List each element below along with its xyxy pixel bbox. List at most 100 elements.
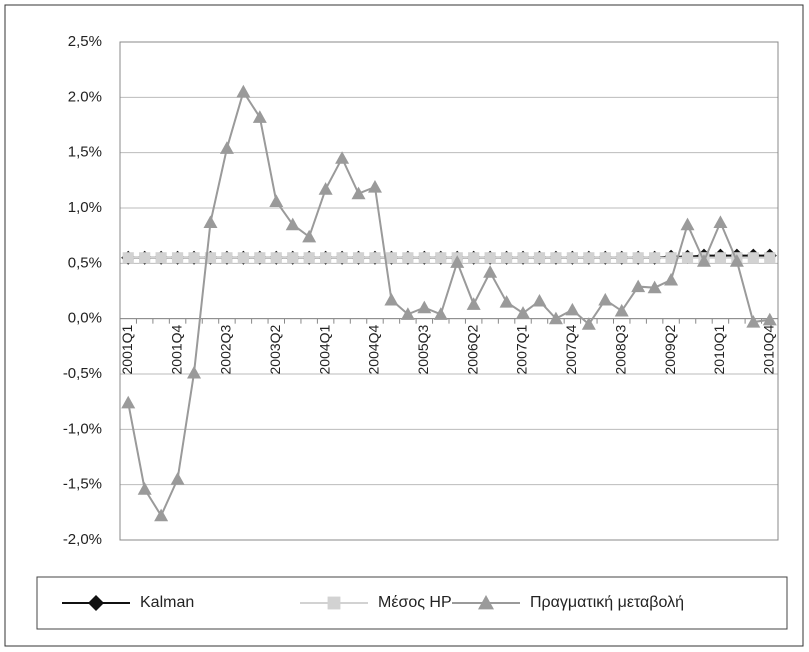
point xyxy=(565,302,580,316)
point xyxy=(484,252,496,264)
point xyxy=(599,252,611,264)
x-tick-label: 2001Q4 xyxy=(168,324,184,374)
point xyxy=(616,252,628,264)
point xyxy=(550,252,562,264)
point xyxy=(729,254,744,267)
x-tick-label: 2010Q1 xyxy=(711,324,727,374)
point xyxy=(351,186,366,200)
point xyxy=(680,217,695,231)
point xyxy=(714,252,727,264)
plot-border xyxy=(119,41,779,541)
point xyxy=(352,252,365,264)
point xyxy=(647,280,662,294)
x-tick-label: 2006Q2 xyxy=(464,324,480,374)
point xyxy=(649,252,661,264)
point xyxy=(369,252,381,264)
x-tick-label: 2007Q4 xyxy=(563,324,579,374)
point xyxy=(252,110,267,123)
point xyxy=(384,292,399,306)
point xyxy=(614,303,629,317)
x-tick-label: 2004Q1 xyxy=(316,324,332,374)
point xyxy=(221,252,233,264)
y-tick-label: 0,0% xyxy=(68,310,102,327)
x-tick-label: 2005Q3 xyxy=(415,324,431,374)
point xyxy=(270,252,282,264)
point xyxy=(88,595,104,611)
series-line xyxy=(127,89,770,518)
point xyxy=(681,252,694,264)
point xyxy=(433,307,448,320)
point xyxy=(548,311,563,325)
x-tick-label: 2004Q4 xyxy=(366,324,382,374)
point xyxy=(400,307,415,320)
point xyxy=(483,265,498,278)
frame xyxy=(4,4,804,647)
point xyxy=(417,300,432,314)
point xyxy=(187,365,202,379)
x-tick-label: 2010Q4 xyxy=(760,324,776,374)
point xyxy=(500,252,513,264)
point xyxy=(170,472,185,485)
point xyxy=(327,596,341,610)
point xyxy=(478,595,494,610)
legend-label: Πραγματική μεταβολή xyxy=(530,594,684,611)
point xyxy=(581,317,596,330)
y-tick-label: -1,5% xyxy=(63,476,102,493)
y-tick-label: -0,5% xyxy=(63,365,102,382)
point xyxy=(303,252,315,264)
point xyxy=(516,306,531,319)
point xyxy=(762,312,777,326)
x-tick-label: 2008Q3 xyxy=(612,324,628,374)
point xyxy=(598,292,613,306)
legend-label: Kalman xyxy=(140,594,194,611)
point xyxy=(336,252,348,264)
y-tick-label: -1,0% xyxy=(63,420,102,437)
point xyxy=(188,252,200,264)
point xyxy=(566,252,578,264)
x-tick-label: 2002Q3 xyxy=(218,324,234,374)
point xyxy=(154,508,169,522)
y-tick-label: -2,0% xyxy=(63,531,102,548)
legend-box xyxy=(36,576,788,630)
point xyxy=(320,252,332,264)
point xyxy=(137,482,152,495)
point xyxy=(468,252,480,264)
legend-label: Μέσος HP xyxy=(378,594,452,611)
point xyxy=(450,255,465,268)
x-tick-label: 2007Q1 xyxy=(514,324,530,374)
point xyxy=(269,194,284,207)
point xyxy=(203,215,218,228)
point xyxy=(747,252,759,264)
point xyxy=(287,252,299,264)
point xyxy=(204,252,217,264)
point xyxy=(435,252,447,264)
point xyxy=(367,179,382,193)
point xyxy=(155,252,167,264)
point xyxy=(418,252,430,264)
point xyxy=(764,252,776,264)
point xyxy=(664,272,679,286)
point xyxy=(236,84,251,98)
point xyxy=(335,151,350,164)
point xyxy=(285,217,300,231)
x-tick-label: 2001Q1 xyxy=(119,324,135,374)
point xyxy=(254,252,266,264)
point xyxy=(466,297,481,310)
point xyxy=(385,252,398,264)
y-tick-label: 1,0% xyxy=(68,199,102,216)
point xyxy=(583,252,595,264)
point xyxy=(402,252,414,264)
point xyxy=(746,314,761,328)
y-tick-label: 0,5% xyxy=(68,254,102,271)
point xyxy=(632,252,644,264)
point xyxy=(696,254,711,267)
point xyxy=(631,279,646,293)
point xyxy=(302,229,317,243)
point xyxy=(532,293,547,307)
point xyxy=(139,252,151,264)
x-tick-label: 2009Q2 xyxy=(662,324,678,374)
point xyxy=(318,182,333,195)
point xyxy=(237,252,249,264)
point xyxy=(713,215,728,228)
